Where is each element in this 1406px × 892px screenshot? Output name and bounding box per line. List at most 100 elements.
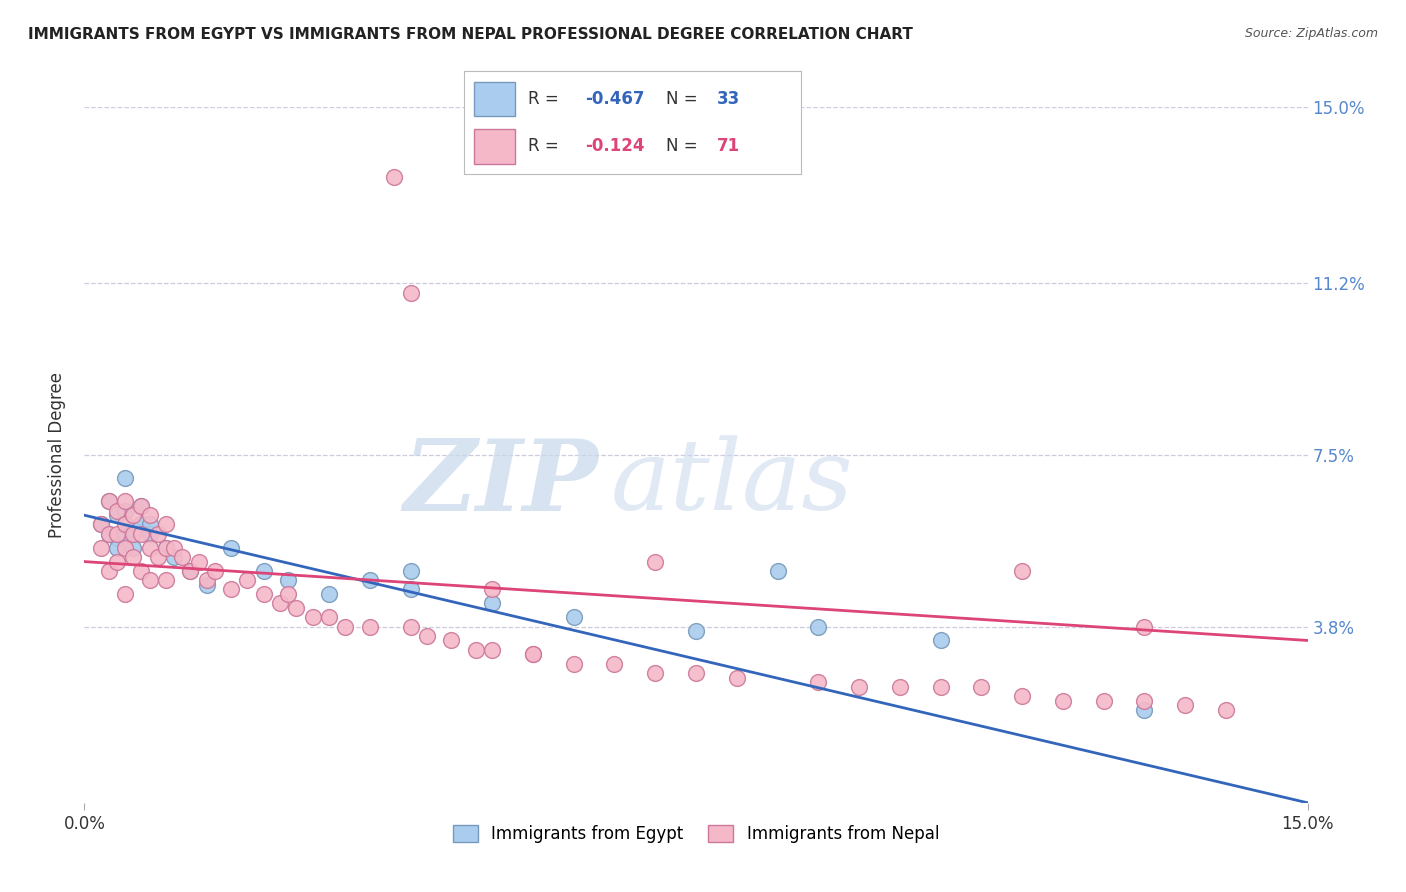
Point bbox=[522, 648, 544, 662]
Point bbox=[1133, 694, 1156, 708]
Point bbox=[105, 541, 128, 555]
Point bbox=[131, 526, 153, 541]
Text: N =: N = bbox=[666, 90, 703, 108]
Point bbox=[481, 582, 503, 597]
Point bbox=[416, 629, 439, 643]
Point bbox=[122, 549, 145, 564]
Point bbox=[1215, 703, 1237, 717]
Point bbox=[219, 541, 242, 555]
FancyBboxPatch shape bbox=[474, 81, 515, 117]
Point bbox=[114, 471, 136, 485]
Point bbox=[522, 648, 544, 662]
Point bbox=[253, 564, 276, 578]
Point bbox=[929, 680, 952, 694]
Point bbox=[105, 508, 128, 523]
Text: 33: 33 bbox=[717, 90, 741, 108]
Point bbox=[131, 499, 153, 513]
Point bbox=[644, 665, 666, 680]
Point bbox=[1011, 689, 1033, 703]
Point bbox=[685, 624, 707, 639]
Point bbox=[195, 573, 218, 587]
Point bbox=[97, 526, 120, 541]
Point bbox=[122, 526, 145, 541]
Point bbox=[105, 526, 128, 541]
Point bbox=[97, 494, 120, 508]
Point bbox=[807, 619, 830, 633]
Point bbox=[399, 564, 422, 578]
Legend: Immigrants from Egypt, Immigrants from Nepal: Immigrants from Egypt, Immigrants from N… bbox=[446, 819, 946, 850]
Y-axis label: Professional Degree: Professional Degree bbox=[48, 372, 66, 538]
Point bbox=[97, 564, 120, 578]
Point bbox=[179, 564, 201, 578]
Point bbox=[114, 494, 136, 508]
Text: -0.467: -0.467 bbox=[585, 90, 645, 108]
Point bbox=[138, 573, 160, 587]
Point bbox=[685, 665, 707, 680]
Point bbox=[399, 285, 422, 300]
Point bbox=[1133, 619, 1156, 633]
Point bbox=[114, 503, 136, 517]
Point bbox=[122, 541, 145, 555]
Text: IMMIGRANTS FROM EGYPT VS IMMIGRANTS FROM NEPAL PROFESSIONAL DEGREE CORRELATION C: IMMIGRANTS FROM EGYPT VS IMMIGRANTS FROM… bbox=[28, 27, 912, 42]
Point bbox=[481, 596, 503, 610]
Point bbox=[90, 517, 112, 532]
Text: -0.124: -0.124 bbox=[585, 137, 645, 155]
Point bbox=[725, 671, 748, 685]
Point bbox=[105, 503, 128, 517]
Point bbox=[766, 564, 789, 578]
Text: R =: R = bbox=[529, 137, 564, 155]
Point bbox=[155, 517, 177, 532]
Point bbox=[277, 587, 299, 601]
Point bbox=[1092, 694, 1115, 708]
Point bbox=[382, 169, 405, 184]
Text: N =: N = bbox=[666, 137, 703, 155]
Point bbox=[481, 642, 503, 657]
Point bbox=[440, 633, 463, 648]
Point bbox=[204, 564, 226, 578]
Point bbox=[187, 555, 209, 569]
Point bbox=[146, 526, 169, 541]
Point bbox=[807, 675, 830, 690]
Point bbox=[155, 541, 177, 555]
Point bbox=[889, 680, 911, 694]
Point bbox=[301, 610, 323, 624]
Point bbox=[114, 517, 136, 532]
Point bbox=[848, 680, 870, 694]
Point bbox=[114, 541, 136, 555]
Point bbox=[318, 587, 340, 601]
Point bbox=[105, 555, 128, 569]
Point bbox=[1174, 698, 1197, 713]
Point bbox=[1052, 694, 1074, 708]
Point bbox=[131, 517, 153, 532]
Point bbox=[155, 541, 177, 555]
Point bbox=[236, 573, 259, 587]
Point bbox=[138, 517, 160, 532]
Point bbox=[163, 549, 186, 564]
Point bbox=[138, 508, 160, 523]
Point bbox=[172, 549, 194, 564]
Point bbox=[122, 522, 145, 536]
Point bbox=[277, 573, 299, 587]
Point bbox=[399, 619, 422, 633]
Point bbox=[195, 578, 218, 592]
Point bbox=[562, 610, 585, 624]
Point bbox=[105, 532, 128, 546]
Point bbox=[970, 680, 993, 694]
Point bbox=[131, 499, 153, 513]
Text: Source: ZipAtlas.com: Source: ZipAtlas.com bbox=[1244, 27, 1378, 40]
Point bbox=[122, 508, 145, 523]
Point bbox=[138, 526, 160, 541]
Point bbox=[359, 619, 381, 633]
Point bbox=[131, 564, 153, 578]
FancyBboxPatch shape bbox=[474, 128, 515, 163]
Point bbox=[318, 610, 340, 624]
Point bbox=[97, 526, 120, 541]
Point bbox=[97, 494, 120, 508]
Point bbox=[1133, 703, 1156, 717]
Point bbox=[253, 587, 276, 601]
Text: ZIP: ZIP bbox=[404, 434, 598, 531]
Point bbox=[163, 541, 186, 555]
Point bbox=[90, 517, 112, 532]
Point bbox=[138, 541, 160, 555]
Text: atlas: atlas bbox=[610, 435, 853, 531]
